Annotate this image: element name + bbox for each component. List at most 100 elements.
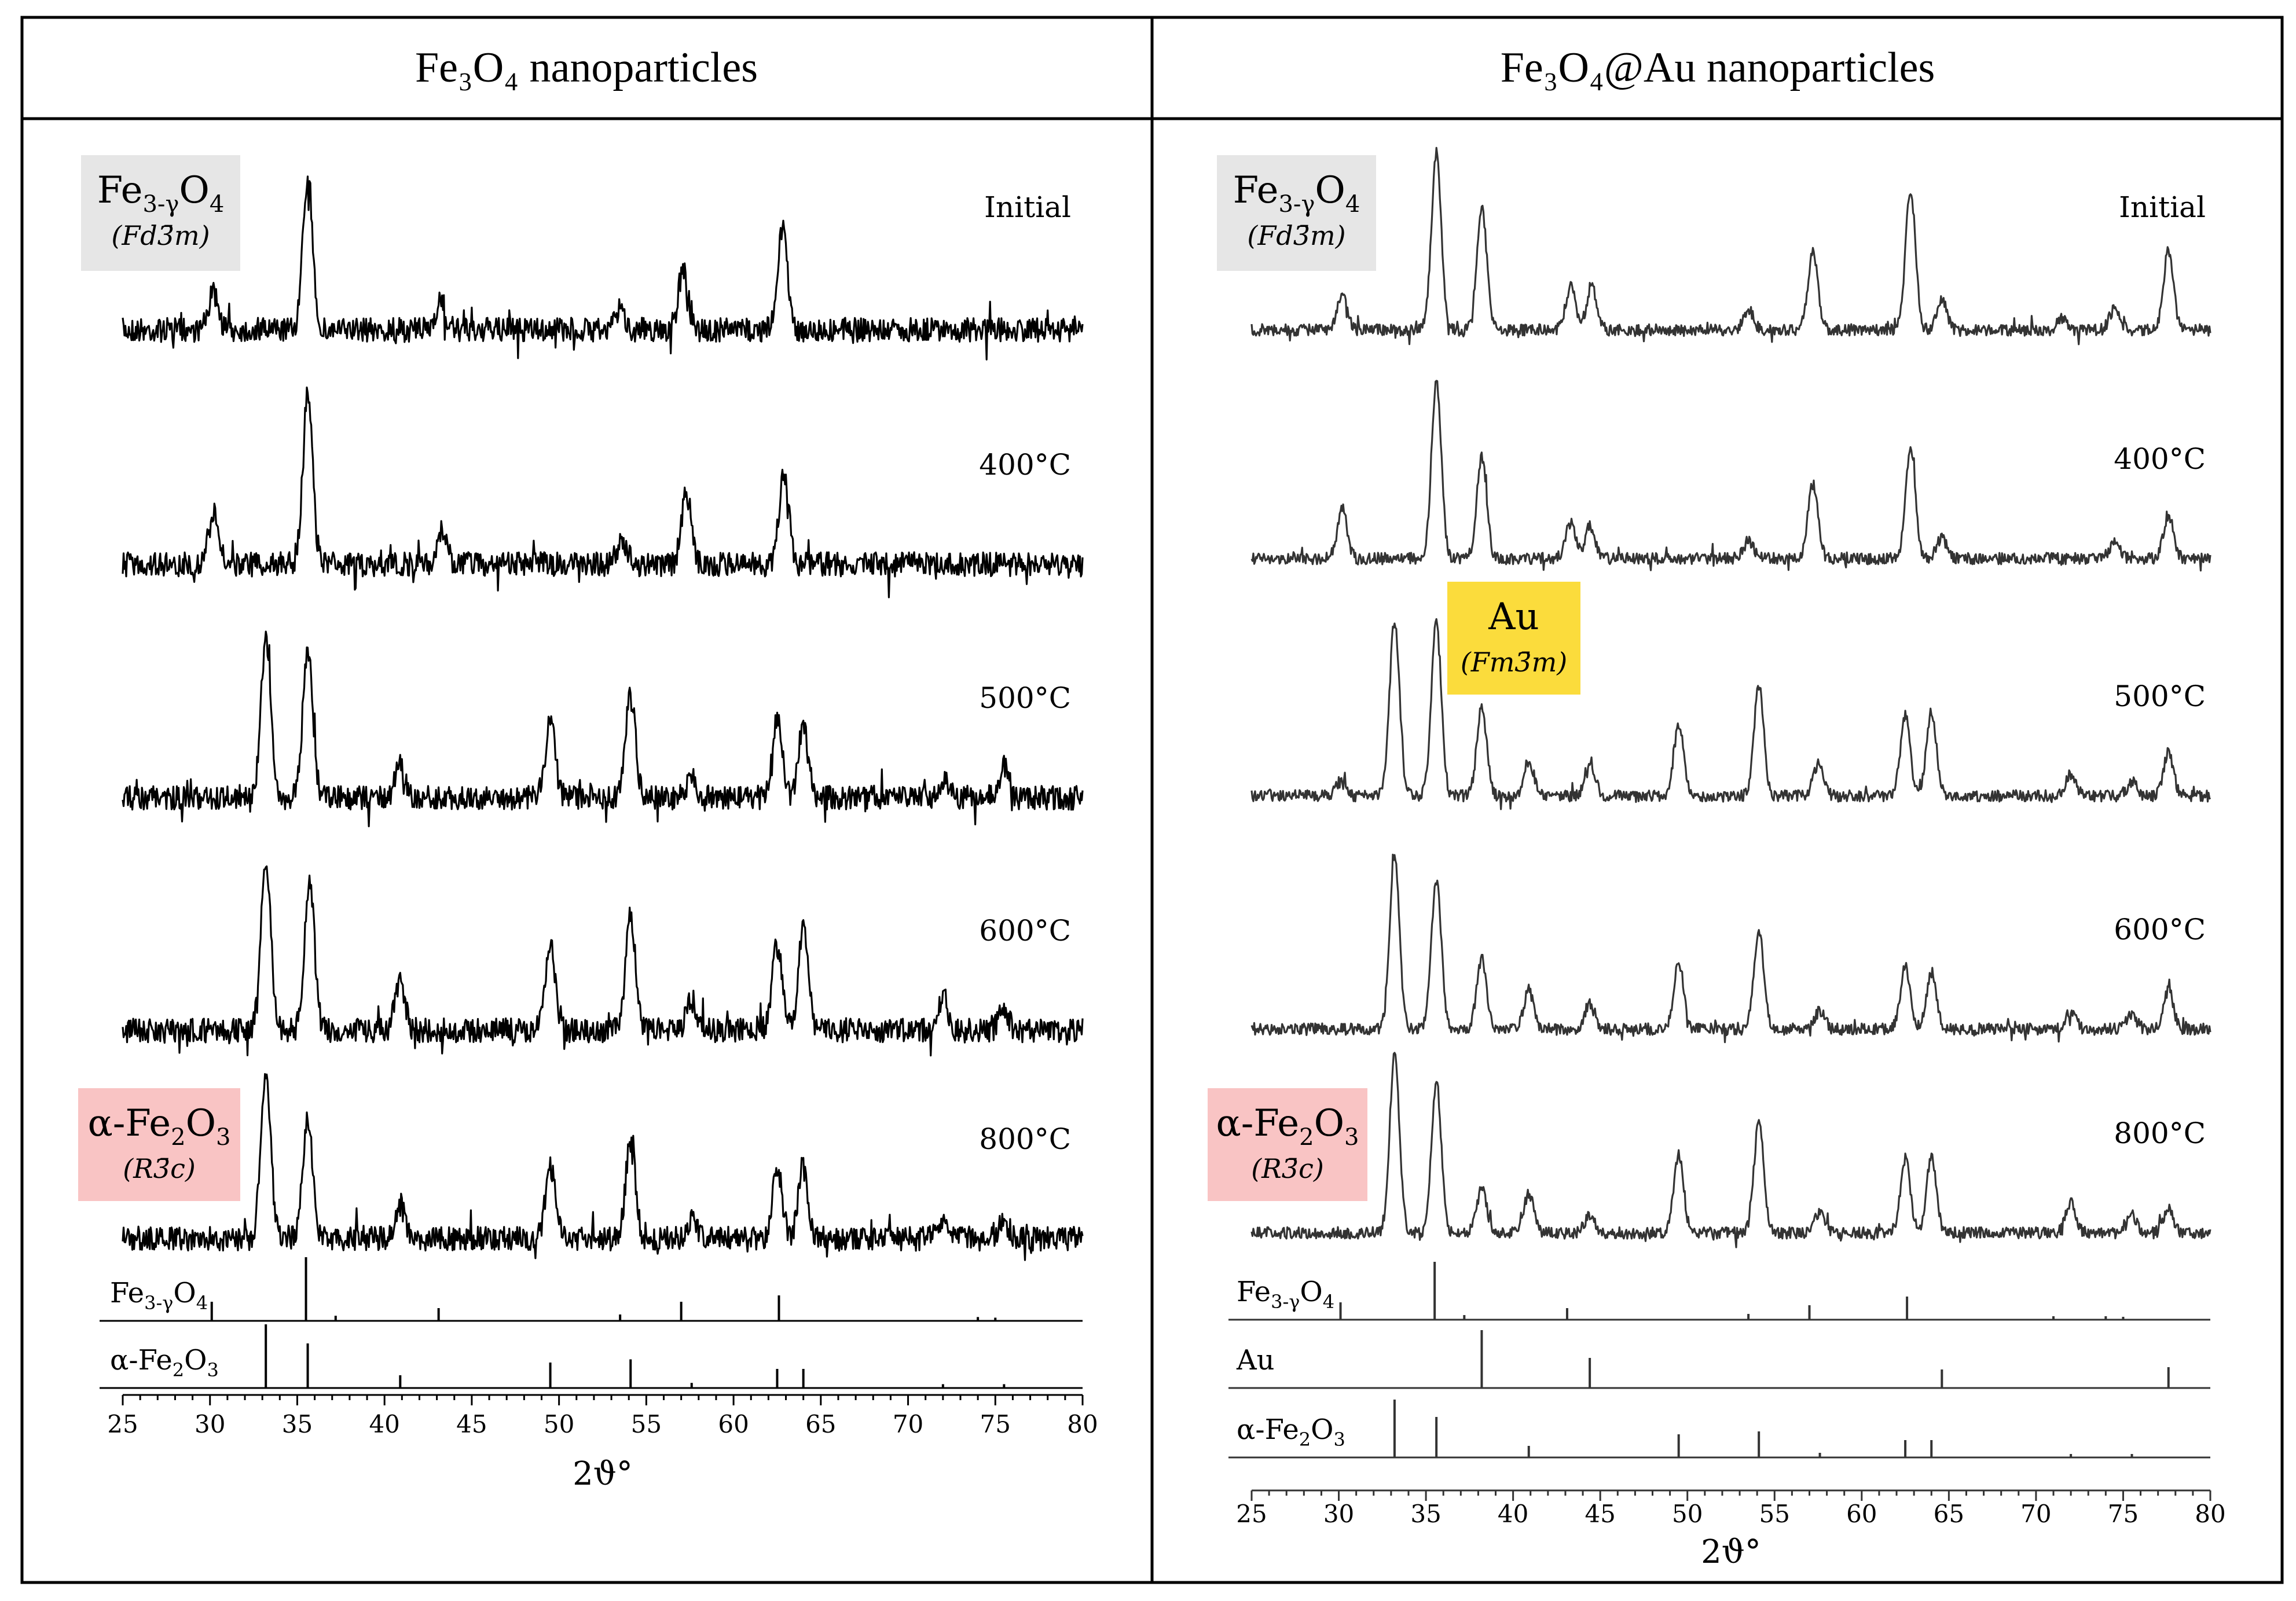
phase-space-group: (Fd3̄m)	[1247, 220, 1345, 251]
x-tick-label: 45	[456, 1410, 487, 1438]
panel-title-right: Fe₃O₄@Au nanoparticles	[1500, 44, 1935, 91]
formula-subscript: 3	[216, 1124, 230, 1151]
x-tick-label: 25	[107, 1410, 138, 1438]
formula-subscript: 3-γ	[1271, 1291, 1300, 1313]
phase-box-spinel	[81, 155, 240, 271]
x-tick-label: 75	[2108, 1500, 2139, 1528]
formula-part: O	[173, 1277, 196, 1309]
pattern-trace-400°C	[1250, 380, 2211, 572]
x-tick-label: 65	[1934, 1500, 1964, 1528]
formula-subscript: 3	[1333, 1429, 1345, 1451]
formula-subscript: 2	[171, 1124, 185, 1151]
pattern-trace-500°C	[122, 630, 1084, 828]
formula-part: Fe	[1237, 1276, 1271, 1308]
pattern-label: Initial	[984, 190, 1071, 224]
formula-part: Au	[1236, 1344, 1275, 1376]
x-tick-label: 40	[369, 1410, 399, 1438]
reference-label: α-Fe2O3	[1237, 1413, 1345, 1451]
x-tick-label: 35	[1410, 1500, 1441, 1528]
formula-part: Fe	[1233, 169, 1279, 212]
phase-formula: α-Fe2O3	[88, 1102, 231, 1151]
formula-subscript: 3	[1344, 1124, 1359, 1151]
formula-part: α-Fe	[1216, 1102, 1300, 1145]
x-axis-label: 2ϑ°	[1701, 1533, 1761, 1571]
phase-space-group: (Fd3̄m)	[111, 220, 210, 251]
x-tick-label: 80	[2195, 1500, 2225, 1528]
formula-subscript: 3-γ	[142, 191, 179, 218]
phase-box-hematite	[78, 1088, 240, 1201]
phase-formula: Fe3-γO4	[1233, 169, 1360, 218]
formula-part: O	[186, 1102, 216, 1145]
phase-space-group: (Fm3̄m)	[1461, 647, 1567, 678]
formula-subscript: 2	[1299, 1429, 1311, 1451]
formula-part: O	[184, 1344, 207, 1376]
formula-subscript: 4	[196, 1292, 208, 1314]
phase-box-gold	[1447, 582, 1580, 695]
pattern-trace-400°C	[122, 386, 1084, 598]
formula-part: Fe	[97, 169, 143, 212]
pattern-trace-800°C	[1250, 1052, 2211, 1249]
x-tick-label: 70	[2020, 1500, 2051, 1528]
phase-formula: Fe3-γO4	[97, 169, 225, 218]
pattern-label: 600°C	[2114, 913, 2206, 946]
formula-part: α-Fe	[110, 1344, 173, 1376]
formula-subscript: 3-γ	[1278, 191, 1315, 218]
pattern-label: 600°C	[979, 914, 1071, 948]
formula-part: α-Fe	[1237, 1413, 1299, 1446]
formula-subscript: 3	[207, 1359, 218, 1381]
reference-label: Fe3-γO4	[1237, 1276, 1334, 1313]
formula-subscript: 4	[1345, 191, 1360, 218]
reference-label: Fe3-γO4	[110, 1277, 208, 1314]
phase-formula: Au	[1488, 596, 1539, 638]
x-tick-label: 75	[980, 1410, 1011, 1438]
phase-formula: α-Fe2O3	[1216, 1102, 1359, 1151]
x-tick-label: 55	[1759, 1500, 1790, 1528]
formula-part: O	[1311, 1413, 1333, 1446]
formula-subscript: 3-γ	[144, 1292, 173, 1314]
pattern-trace-800°C	[122, 1073, 1084, 1261]
formula-subscript: 4	[1323, 1291, 1334, 1313]
panel-plot-1: Initial400°C500°C600°C800°CFe3-γO4(Fd3̄m…	[1208, 146, 2226, 1571]
phase-box-hematite	[1208, 1088, 1367, 1201]
pattern-label: 800°C	[2114, 1117, 2206, 1150]
pattern-trace-600°C	[122, 865, 1084, 1057]
x-tick-label: 25	[1236, 1500, 1267, 1528]
pattern-label: 400°C	[979, 448, 1071, 482]
pattern-trace-Initial	[1250, 146, 2211, 346]
formula-part: O	[179, 169, 209, 212]
x-tick-label: 30	[195, 1410, 225, 1438]
x-tick-label: 65	[805, 1410, 836, 1438]
x-tick-label: 60	[1846, 1500, 1877, 1528]
formula-subscript: 4	[210, 191, 224, 218]
x-tick-label: 55	[631, 1410, 662, 1438]
x-tick-label: 70	[893, 1410, 923, 1438]
x-tick-label: 40	[1498, 1500, 1528, 1528]
x-tick-label: 50	[1672, 1500, 1703, 1528]
x-axis-label: 2ϑ°	[573, 1455, 633, 1493]
formula-subscript: 2	[1299, 1124, 1314, 1151]
x-tick-label: 30	[1323, 1500, 1354, 1528]
pattern-label: Initial	[2119, 190, 2206, 224]
pattern-label: 800°C	[979, 1122, 1071, 1156]
formula-part: O	[1315, 169, 1345, 212]
pattern-trace-500°C	[1250, 618, 2211, 810]
pattern-label: 500°C	[979, 681, 1071, 715]
x-tick-label: 60	[718, 1410, 749, 1438]
pattern-trace-600°C	[1250, 853, 2211, 1044]
formula-part: O	[1314, 1102, 1344, 1145]
pattern-trace-Initial	[122, 175, 1084, 361]
phase-box-spinel	[1217, 155, 1376, 271]
panel-title-left: Fe₃O₄ nanoparticles	[415, 44, 758, 91]
x-tick-label: 80	[1067, 1410, 1098, 1438]
formula-part: α-Fe	[88, 1102, 171, 1145]
phase-space-group: (R3̄c)	[1251, 1153, 1324, 1184]
x-tick-label: 45	[1585, 1500, 1615, 1528]
panel-plot-0: Initial400°C500°C600°C800°CFe3-γO4(Fd3̄m…	[78, 155, 1098, 1493]
x-tick-label: 35	[282, 1410, 313, 1438]
phase-space-group: (R3̄c)	[123, 1153, 196, 1184]
formula-part: Au	[1488, 596, 1539, 638]
formula-part: Fe	[110, 1277, 144, 1309]
reference-label: Au	[1236, 1344, 1275, 1376]
x-tick-label: 50	[544, 1410, 574, 1438]
formula-part: O	[1300, 1276, 1322, 1308]
